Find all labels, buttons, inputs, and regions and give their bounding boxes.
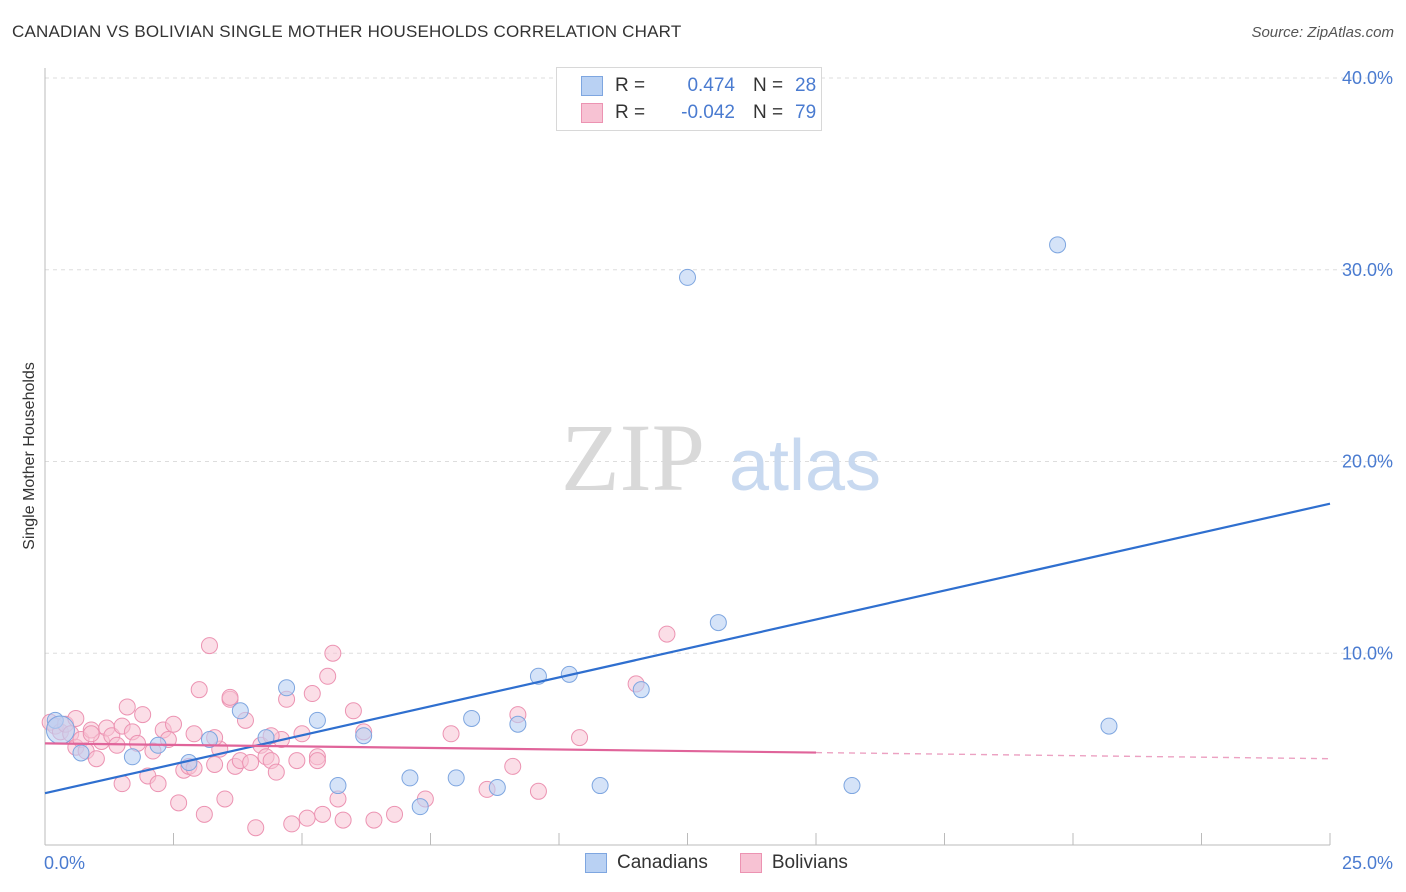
r-label: R = (615, 102, 646, 123)
canadians-point (843, 777, 861, 795)
canadians-point (632, 681, 650, 699)
bolivians-point (442, 725, 460, 743)
bolivians-point (242, 754, 260, 772)
r-value: -0.042 (681, 102, 735, 123)
bolivians-point (134, 706, 152, 724)
canadians-point (72, 744, 90, 762)
legend-item-canadians: Canadians (585, 852, 708, 874)
bolivians-point (267, 763, 285, 781)
y-tick-label: 20.0% (1342, 452, 1393, 472)
bolivians-point (216, 790, 234, 808)
bolivians-point (365, 811, 383, 829)
bolivians-point (504, 757, 522, 775)
bolivians-swatch (581, 103, 603, 123)
bolivians-point (149, 775, 167, 793)
bolivians-point (87, 750, 105, 768)
canadians-trend-line (44, 502, 1331, 795)
series-legend: Canadians Bolivians (585, 852, 880, 874)
canadians-point (231, 702, 249, 720)
canadians-point (463, 709, 481, 727)
bolivians-point (82, 725, 100, 743)
canadians-point (1100, 717, 1118, 735)
chart-title: CANADIAN VS BOLIVIAN SINGLE MOTHER HOUSE… (12, 22, 682, 41)
bolivians-point (200, 637, 218, 655)
legend-row-bolivians: R = -0.042 N = 79 (581, 101, 816, 125)
legend-row-canadians: R = 0.474 N = 28 (581, 74, 816, 98)
y-tick-label: 30.0% (1342, 260, 1393, 280)
canadians-point (447, 769, 465, 787)
bolivians-point (334, 811, 352, 829)
bolivians-trend-line-dashed (815, 751, 1331, 760)
bolivians-point (298, 809, 316, 827)
r-label: R = (615, 75, 646, 96)
canadians-point (278, 679, 296, 697)
x-tick-label: 0.0% (44, 853, 85, 873)
legend-label-canadians: Canadians (617, 852, 708, 873)
canadians-swatch (581, 76, 603, 96)
canadians-point (709, 614, 727, 632)
y-tick-label: 40.0% (1342, 68, 1393, 88)
legend-item-bolivians: Bolivians (739, 852, 848, 874)
canadians-point (679, 268, 696, 286)
bolivians-point (314, 805, 332, 823)
bolivians-point (283, 815, 301, 833)
canadians-points (45, 236, 1118, 816)
canadians-point (45, 715, 75, 745)
bolivians-point (303, 685, 321, 703)
watermark-zip: ZIP (561, 404, 705, 511)
n-label: N = (753, 75, 784, 96)
bolivians-point (308, 752, 326, 770)
bolivians-point (247, 819, 265, 837)
bolivians-point (529, 782, 547, 800)
bolivians-point (195, 805, 213, 823)
bolivians-point (288, 752, 306, 770)
canadians-point (591, 777, 609, 795)
canadians-point (355, 727, 373, 745)
bolivians-point (221, 688, 239, 706)
legend-label-bolivians: Bolivians (771, 852, 848, 873)
n-label: N = (753, 102, 784, 123)
grid-lines (45, 77, 1392, 654)
x-tick-label: 25.0% (1342, 853, 1393, 873)
trend-lines (44, 502, 1331, 795)
canadians-point (200, 731, 218, 749)
bolivians-point (190, 681, 208, 699)
canadians-point (329, 777, 347, 795)
bolivians-point (165, 715, 182, 733)
n-value: 28 (795, 75, 817, 96)
canadians-point (411, 798, 429, 816)
bolivians-point (170, 794, 188, 812)
r-value: 0.474 (687, 75, 735, 96)
bolivians-point (319, 667, 337, 685)
canadians-swatch (585, 853, 607, 873)
n-value: 79 (795, 102, 817, 123)
bolivians-point (386, 805, 404, 823)
bolivians-point (185, 725, 203, 743)
y-tick-label: 10.0% (1342, 643, 1393, 663)
canadians-point (488, 778, 506, 796)
bolivians-swatch (739, 853, 762, 873)
canadians-point (509, 715, 527, 733)
bolivians-point (324, 644, 342, 662)
bolivians-point (118, 698, 136, 716)
canadians-point (401, 769, 419, 787)
tick-labels: 10.0% 20.0% 30.0% 40.0% 0.0% 25.0% (44, 68, 1393, 873)
bolivians-point (571, 729, 589, 747)
stats-legend: R = 0.474 N = 28 R = -0.042 N = 79 (556, 67, 822, 131)
canadians-point (308, 711, 326, 729)
bolivians-trend-line (44, 742, 817, 754)
watermark: ZIP atlas (561, 404, 881, 511)
bolivians-point (658, 625, 676, 643)
watermark-atlas: atlas (729, 426, 881, 506)
canadians-point (123, 748, 141, 766)
bolivians-point (206, 755, 224, 773)
axes (44, 68, 1331, 846)
source-label: Source: ZipAtlas.com (1251, 24, 1394, 41)
canadians-point (1049, 236, 1067, 254)
bolivians-point (344, 702, 362, 720)
